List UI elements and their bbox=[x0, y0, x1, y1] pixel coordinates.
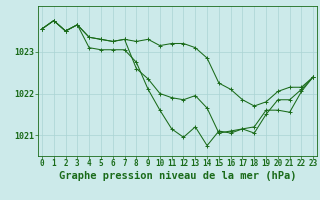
X-axis label: Graphe pression niveau de la mer (hPa): Graphe pression niveau de la mer (hPa) bbox=[59, 171, 296, 181]
